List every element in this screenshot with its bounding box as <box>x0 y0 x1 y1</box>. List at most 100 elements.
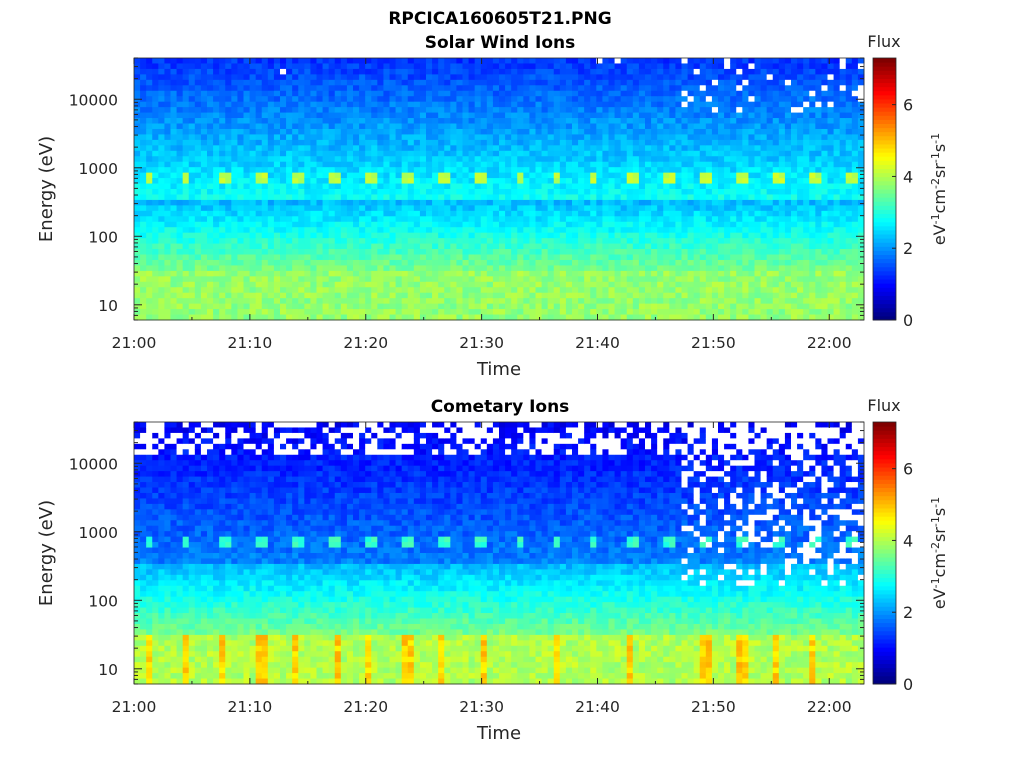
heatmap-cell <box>152 265 159 272</box>
heatmap-cell <box>182 145 190 152</box>
heatmap-cell <box>547 243 555 250</box>
heatmap-cell <box>304 199 311 206</box>
heatmap-cell <box>450 259 457 266</box>
heatmap-cell <box>517 309 524 315</box>
heatmap-cell <box>383 254 390 261</box>
heatmap-cell <box>663 303 670 310</box>
heatmap-cell <box>462 128 469 135</box>
heatmap-cell <box>535 194 542 201</box>
heatmap-cell <box>553 199 561 206</box>
heatmap-cell <box>730 107 737 113</box>
heatmap-cell <box>736 298 743 305</box>
heatmap-cell <box>304 90 311 97</box>
heatmap-cell <box>346 178 354 184</box>
heatmap-cell <box>492 139 500 146</box>
heatmap-cell <box>614 161 622 168</box>
heatmap-cell <box>158 178 165 184</box>
heatmap-cell <box>651 189 658 195</box>
heatmap-cell <box>699 232 707 239</box>
heatmap-cell <box>328 58 336 64</box>
heatmap-cell <box>675 309 682 315</box>
heatmap-cell <box>353 107 360 113</box>
heatmap-cell <box>200 85 208 92</box>
heatmap-cell <box>645 79 652 86</box>
heatmap-cell <box>353 139 360 146</box>
heatmap-cell <box>663 216 670 223</box>
heatmap-cell <box>371 123 378 130</box>
heatmap-cell <box>280 123 287 130</box>
heatmap-cell <box>280 259 287 266</box>
heatmap-cell <box>620 123 628 130</box>
heatmap-cell <box>553 210 561 217</box>
heatmap-cell <box>529 205 536 212</box>
heatmap-cell <box>194 276 202 283</box>
heatmap-cell <box>462 270 469 277</box>
heatmap-cell <box>140 178 147 184</box>
heatmap-cell <box>675 259 682 266</box>
heatmap-cell <box>292 128 299 135</box>
heatmap-cell <box>298 216 305 223</box>
heatmap-cell <box>687 145 695 152</box>
heatmap-cell <box>419 189 427 195</box>
heatmap-cell <box>176 270 184 277</box>
heatmap-cell <box>565 314 573 321</box>
heatmap-cell <box>200 58 208 64</box>
heatmap-cell <box>346 287 354 294</box>
heatmap-cell <box>511 281 518 288</box>
heatmap-cell <box>200 270 208 277</box>
heatmap-cell <box>389 167 396 174</box>
heatmap-cell <box>170 221 177 228</box>
heatmap-cell <box>176 254 184 261</box>
heatmap-cell <box>687 287 695 294</box>
heatmap-cell <box>213 276 220 283</box>
heatmap-cell <box>413 210 421 217</box>
heatmap-cell <box>401 243 409 250</box>
heatmap-cell <box>450 79 457 86</box>
heatmap-cell <box>170 254 177 261</box>
heatmap-cell <box>669 303 676 310</box>
heatmap-cell <box>480 265 488 272</box>
heatmap-cell <box>438 216 445 223</box>
heatmap-cell <box>547 79 555 86</box>
heatmap-cell <box>505 238 512 244</box>
heatmap-cell <box>328 101 336 108</box>
heatmap-cell <box>371 199 378 206</box>
heatmap-cell <box>213 314 220 321</box>
heatmap-cell <box>596 194 603 201</box>
heatmap-cell <box>663 85 670 92</box>
heatmap-cell <box>535 287 542 294</box>
heatmap-cell <box>565 194 573 201</box>
heatmap-cell <box>565 63 573 70</box>
heatmap-cell <box>456 58 463 64</box>
heatmap-cell <box>711 178 719 184</box>
heatmap-cell <box>468 167 476 174</box>
heatmap-cell <box>334 118 342 124</box>
heatmap-cell <box>553 150 561 157</box>
heatmap-cell <box>584 150 591 157</box>
heatmap-cell <box>304 74 311 81</box>
heatmap-cell <box>316 118 323 124</box>
heatmap-cell <box>365 205 372 212</box>
heatmap-cell <box>298 172 305 179</box>
heatmap-cell <box>207 112 214 119</box>
heatmap-cell <box>383 183 390 190</box>
heatmap-cell <box>730 85 737 92</box>
heatmap-cell <box>505 112 512 119</box>
heatmap-cell <box>711 156 719 163</box>
heatmap-cell <box>371 172 378 179</box>
heatmap-cell <box>657 287 664 294</box>
heatmap-cell <box>590 107 597 113</box>
heatmap-cell <box>730 183 737 190</box>
heatmap-cell <box>541 238 549 244</box>
heatmap-cell <box>146 68 153 75</box>
heatmap-cell <box>748 101 755 108</box>
heatmap-cell <box>626 254 634 261</box>
heatmap-cell <box>316 232 323 239</box>
heatmap-cell <box>450 167 457 174</box>
heatmap-cell <box>590 254 597 261</box>
heatmap-cell <box>231 232 238 239</box>
heatmap-cell <box>286 107 293 113</box>
heatmap-cell <box>444 167 451 174</box>
heatmap-cell <box>705 68 713 75</box>
heatmap-cell <box>182 134 190 141</box>
